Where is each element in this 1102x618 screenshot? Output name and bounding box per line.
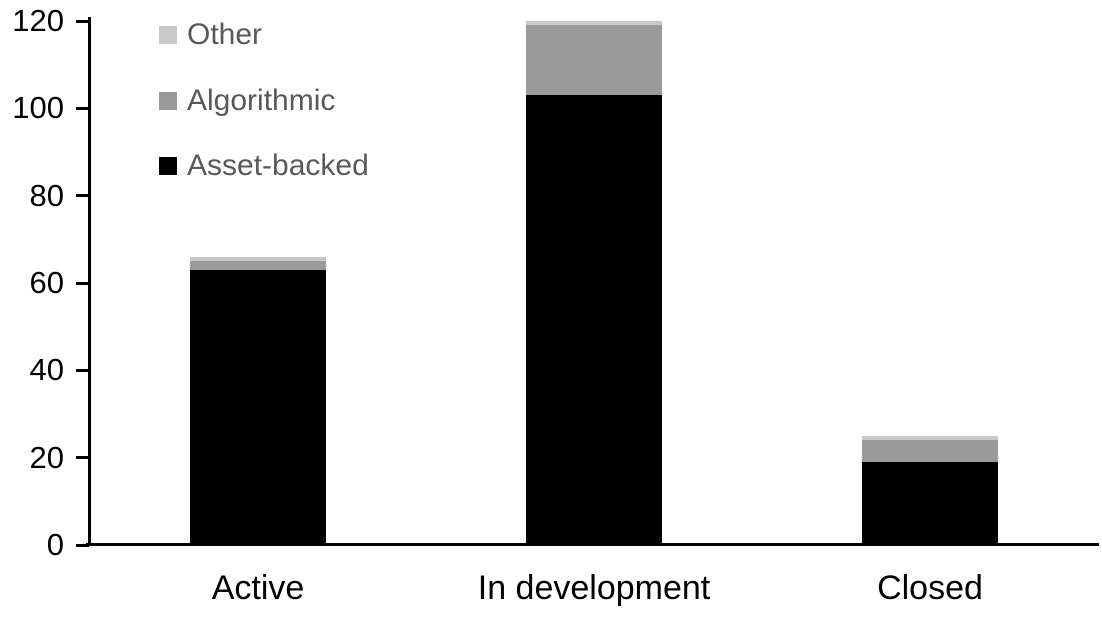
legend-swatch-other [159,26,177,44]
y-tick-label: 60 [29,265,64,300]
y-tick-mark [76,19,89,23]
y-tick-mark [76,106,89,110]
bar-segment-closed-asset-backed [862,462,998,545]
y-tick-mark [76,543,89,547]
y-tick-label: 80 [29,177,64,213]
legend-swatch-algorithmic [159,91,177,110]
legend-label-asset-backed: Asset-backed [187,149,369,182]
y-tick-mark [76,281,89,285]
legend-item-asset-backed: Asset-backed [159,151,369,181]
y-tick-label: 120 [12,3,64,38]
bar-closed [862,435,998,545]
legend-label-algorithmic: Algorithmic [187,83,336,117]
bar-segment-in-development-algorithmic [526,25,662,96]
y-tick-mark [76,194,89,198]
y-tick-label: 0 [46,527,64,562]
legend-item-algorithmic: Algorithmic [159,83,336,117]
bar-segment-active-other [190,256,326,262]
x-label-in-development: In development [477,569,711,607]
bar-segment-active-asset-backed [190,269,326,545]
y-tick-mark [76,368,89,372]
y-tick-label: 40 [29,352,64,388]
legend-item-other: Other [159,20,262,50]
bar-segment-active-algorithmic [190,261,326,270]
y-tick-mark [76,456,89,460]
y-tick-label: 100 [12,90,64,126]
legend-swatch-asset-backed [159,157,177,175]
bar-segment-closed-algorithmic [862,440,998,463]
bar-segment-closed-other [862,435,998,441]
y-axis-line [88,17,91,546]
bar-in-development [526,21,662,545]
y-tick-label: 20 [29,439,64,475]
legend-label-other: Other [187,18,263,51]
x-label-active: Active [211,569,305,607]
bar-segment-in-development-asset-backed [526,95,662,545]
bar-active [190,256,326,545]
x-label-closed: Closed [877,569,983,607]
bar-segment-in-development-other [526,21,662,26]
